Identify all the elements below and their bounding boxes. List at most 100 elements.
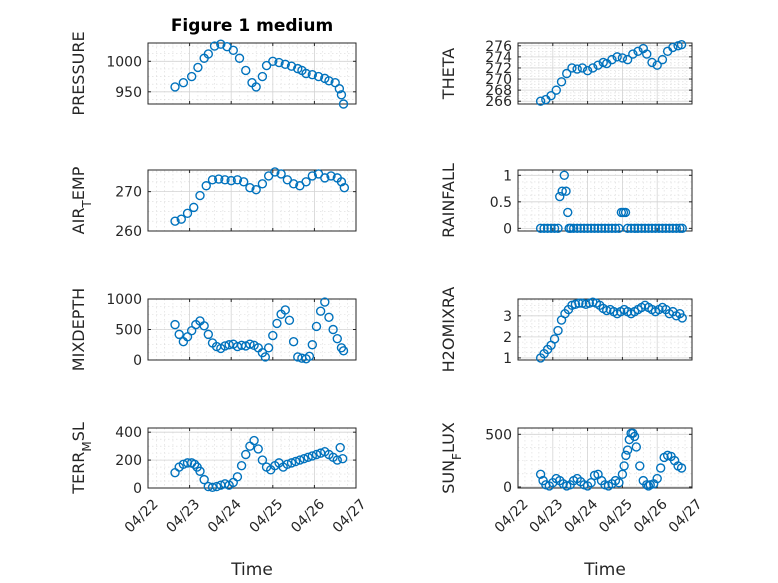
data-point xyxy=(216,39,226,49)
data-point xyxy=(619,461,629,471)
x-tick-label: 04/22 xyxy=(492,496,532,536)
data-point xyxy=(282,459,293,469)
data-point xyxy=(588,63,598,73)
x-tick-label: 04/26 xyxy=(631,496,671,536)
data-point xyxy=(301,68,311,79)
data-point xyxy=(182,458,193,468)
x-tick-label: 04/24 xyxy=(561,496,601,536)
data-point xyxy=(557,186,567,196)
y-tick-label: 950 xyxy=(115,85,142,101)
data-point xyxy=(562,68,572,79)
data-point xyxy=(307,70,318,80)
data-point xyxy=(203,49,214,59)
data-point xyxy=(575,223,586,234)
data-point xyxy=(326,171,336,181)
data-point xyxy=(676,39,687,50)
data-point xyxy=(677,313,687,323)
data-point xyxy=(600,223,610,234)
data-point xyxy=(315,306,326,316)
y-tick-label: 274 xyxy=(485,50,512,66)
data-point xyxy=(633,46,643,57)
data-point xyxy=(657,223,668,234)
data-point xyxy=(620,207,631,218)
data-point xyxy=(535,96,546,106)
data-point xyxy=(257,71,268,82)
axes-box xyxy=(147,427,357,489)
data-point xyxy=(555,191,565,202)
data-point xyxy=(253,444,263,454)
data-point xyxy=(572,223,582,234)
data-point xyxy=(568,223,579,234)
data-point xyxy=(671,223,682,234)
data-point xyxy=(232,472,243,482)
y-axis-label: RAINFALL xyxy=(439,163,458,238)
data-point xyxy=(561,186,571,196)
data-point xyxy=(178,77,189,88)
data-point xyxy=(304,351,315,362)
data-point xyxy=(301,177,311,187)
y-tick-label: 500 xyxy=(485,427,512,443)
data-point xyxy=(589,223,600,234)
data-point xyxy=(311,449,322,460)
data-point xyxy=(338,346,349,356)
y-axis-label: PRESSURE xyxy=(69,31,88,115)
x-tick-label: 04/27 xyxy=(330,496,370,536)
subplot-terr-msl: 0 200 400 TERRMSL 04/22 04/23 04/24 04/25 04/26 0… xyxy=(69,422,370,580)
data-point xyxy=(617,469,628,480)
x-tick-label: 04/27 xyxy=(666,496,706,536)
x-tick-label: 04/23 xyxy=(163,496,203,536)
data-point xyxy=(182,208,193,218)
data-point xyxy=(332,455,342,465)
data-point xyxy=(186,71,197,82)
data-point xyxy=(286,61,297,71)
data-point xyxy=(542,223,553,234)
data-point xyxy=(586,478,596,488)
y-tick-label: 0.5 xyxy=(490,195,512,211)
axes-box xyxy=(517,298,693,361)
data-point xyxy=(193,62,203,73)
data-point xyxy=(226,175,236,186)
data-point xyxy=(574,298,584,308)
data-point xyxy=(593,60,603,70)
data-point xyxy=(535,469,546,480)
data-point xyxy=(257,179,268,189)
data-point xyxy=(650,223,661,234)
axes-box xyxy=(147,42,357,105)
data-point xyxy=(657,54,668,65)
data-point xyxy=(286,458,297,468)
data-point xyxy=(539,223,549,234)
data-point xyxy=(629,431,640,442)
subplot-sun-flux: 0 500 SUNFLUX 04/2204/2304/2404/2504/2604/2… xyxy=(439,422,706,580)
data-point xyxy=(647,223,657,234)
data-point xyxy=(664,223,675,234)
data-point xyxy=(257,455,268,465)
data-point xyxy=(668,42,678,53)
y-tick-label: 1 xyxy=(503,351,512,367)
data-point xyxy=(245,339,255,349)
data-point xyxy=(176,214,186,224)
data-point xyxy=(245,183,255,193)
y-tick-label: 400 xyxy=(115,425,142,441)
axes-box xyxy=(517,169,693,232)
y-tick-label: 200 xyxy=(115,453,142,469)
y-tick-label: 260 xyxy=(115,224,142,240)
data-point xyxy=(676,463,687,473)
data-point xyxy=(643,481,654,491)
data-point xyxy=(336,90,347,100)
y-tick-label: 276 xyxy=(485,39,512,55)
data-point xyxy=(610,223,621,234)
data-point xyxy=(586,223,596,234)
data-point xyxy=(207,175,218,185)
data-point xyxy=(209,41,220,51)
y-axis-label: SUNFLUX xyxy=(439,422,464,494)
data-point xyxy=(249,435,259,446)
data-point xyxy=(661,223,671,234)
data-point xyxy=(668,223,678,234)
data-point xyxy=(335,442,345,453)
data-point xyxy=(549,223,560,234)
data-point xyxy=(654,223,664,234)
y-axis-label: THETA xyxy=(439,48,458,100)
data-point xyxy=(572,64,582,74)
data-point xyxy=(280,59,290,70)
